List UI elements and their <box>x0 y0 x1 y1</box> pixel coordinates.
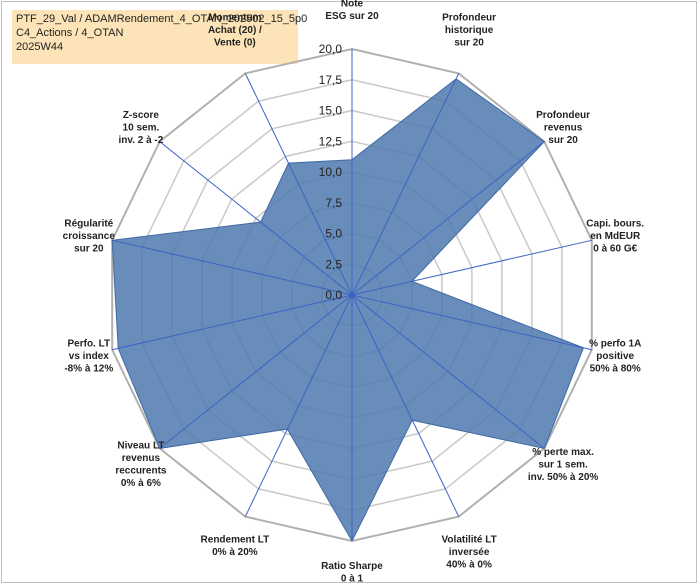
spoke-13 <box>244 73 353 296</box>
spoke-10 <box>112 294 353 351</box>
spoke-3 <box>351 239 592 296</box>
axis-label-5: % perte max.sur 1 sem. inv. 50% à 20% <box>528 447 599 483</box>
tick-label-1: 2,5 <box>325 257 342 271</box>
tick-label-3: 7,5 <box>325 196 342 210</box>
axis-label-13-line-1: Achat (20) / <box>208 25 262 36</box>
tick-label-2: 5,0 <box>325 227 342 241</box>
axis-label-10-line-1: vs index <box>69 351 109 362</box>
axis-label-9-line-0: Niveau LT <box>117 441 164 452</box>
spoke-8 <box>244 294 353 517</box>
axis-label-13-line-2: Vente (0) <box>214 38 256 49</box>
spoke-11 <box>112 239 353 296</box>
axis-label-3-line-0: Capi. bours. <box>586 218 644 229</box>
axis-label-9-line-3: 0% à 6% <box>121 478 161 489</box>
axis-label-1-line-1: historique <box>445 25 494 36</box>
axis-label-12-line-1: 10 sem. <box>123 123 160 134</box>
tick-label-5: 12,5 <box>319 134 343 148</box>
axis-label-3-line-2: 0 à 60 G€ <box>593 243 637 254</box>
axis-label-12: Z-score 10 sem.inv. 2 à -2 <box>118 110 163 146</box>
spoke-6 <box>351 294 460 517</box>
tick-label-0: 0,0 <box>325 288 342 302</box>
axis-label-11-line-1: croissance <box>63 231 116 242</box>
axis-label-7-line-1: 0 à 1 <box>341 574 364 585</box>
axis-label-12-line-2: inv. 2 à -2 <box>118 135 163 146</box>
chart-title-line-2: C4_Actions / 4_OTAN <box>16 27 124 39</box>
axis-label-6-line-0: Volatilité LT <box>442 534 497 545</box>
axis-label-8-line-1: 0% à 20% <box>212 547 258 558</box>
tick-label-6: 15,0 <box>319 104 343 118</box>
spoke-9 <box>159 294 353 449</box>
axis-label-1-line-2: sur 20 <box>454 38 484 49</box>
axis-label-9-line-2: reccurents <box>115 466 167 477</box>
axis-label-9-line-1: revenus <box>122 453 161 464</box>
tick-label-8: 20,0 <box>319 42 343 56</box>
axis-label-5-line-0: % perte max. <box>532 447 594 458</box>
axis-label-11-line-0: Régularité <box>64 218 113 229</box>
radar-tick-labels: 0,0 2,5 5,0 7,5 10,0 12,5 15,0 17,5 20,0 <box>319 42 343 302</box>
axis-label-13-line-0: Momentum <box>208 13 261 24</box>
axis-label-7: Ratio Sharpe 0 à 1 <box>321 561 383 585</box>
spoke-1 <box>351 73 460 296</box>
axis-label-5-line-1: sur 1 sem. <box>538 459 588 470</box>
axis-label-12-line-0: Z-score <box>123 110 160 121</box>
axis-label-2-line-2: sur 20 <box>548 135 578 146</box>
axis-label-4-line-0: % perfo 1A <box>589 339 641 350</box>
chart-title-line-3: 2025W44 <box>16 41 64 53</box>
axis-label-1-line-0: Profondeur <box>442 13 496 24</box>
axis-label-3-line-1: en MdEUR <box>590 231 641 242</box>
spoke-2 <box>351 141 545 296</box>
axis-label-5-line-2: inv. 50% à 20% <box>528 472 599 483</box>
axis-label-0-line-0: Note <box>341 0 364 10</box>
axis-label-6-line-2: 40% à 0% <box>446 559 492 570</box>
series-area <box>111 78 585 543</box>
chart-title-box: PTF_29_Val / ADAMRendement_4_OTAN_202502… <box>12 10 308 64</box>
tick-label-4: 10,0 <box>319 165 343 179</box>
chart-title-line-1: PTF_29_Val / ADAMRendement_4_OTAN_202502… <box>16 13 308 25</box>
axis-label-2-line-1: revenus <box>544 123 583 134</box>
axis-label-2-line-0: Profondeur <box>536 110 590 121</box>
spoke-4 <box>351 294 592 351</box>
axis-label-10-line-2: -8% à 12% <box>64 364 113 375</box>
axis-label-0-line-1: ESG sur 20 <box>325 11 379 22</box>
axis-label-11-line-2: sur 20 <box>74 243 104 254</box>
axis-label-8-line-0: Rendement LT <box>201 534 270 545</box>
spoke-12 <box>159 141 353 296</box>
axis-label-6-line-1: inversée <box>449 547 490 558</box>
tick-label-7: 17,5 <box>319 73 343 87</box>
axis-label-8: Rendement LT 0% à 20% <box>201 534 270 558</box>
axis-label-4-line-2: 50% à 80% <box>590 364 641 375</box>
axis-label-7-line-0: Ratio Sharpe <box>321 561 383 572</box>
spoke-5 <box>351 294 545 449</box>
radar-series <box>111 78 585 543</box>
axis-label-4-line-1: positive <box>596 351 634 362</box>
axis-label-10-line-0: Perfo. LT <box>68 339 111 350</box>
radar-spokes <box>112 49 592 541</box>
